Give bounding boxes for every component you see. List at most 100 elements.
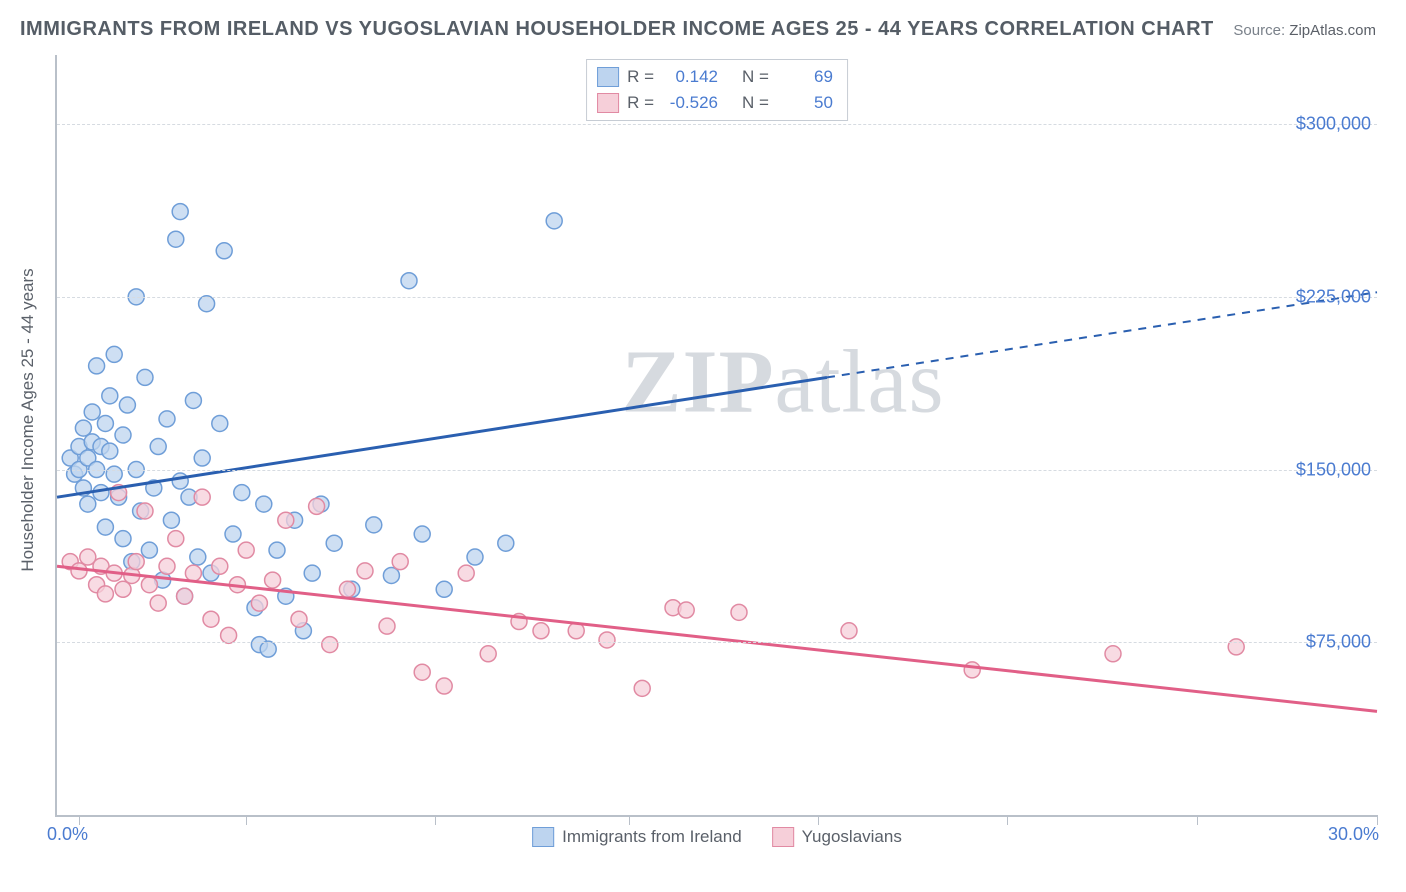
data-point (194, 450, 210, 466)
data-point (339, 581, 355, 597)
data-point (291, 611, 307, 627)
y-axis-tick-label: $300,000 (1296, 114, 1371, 135)
chart-title: IMMIGRANTS FROM IRELAND VS YUGOSLAVIAN H… (20, 18, 1214, 41)
data-point (102, 388, 118, 404)
y-axis-tick-label: $150,000 (1296, 459, 1371, 480)
data-point (115, 581, 131, 597)
data-point (467, 549, 483, 565)
data-point (150, 595, 166, 611)
data-point (379, 618, 395, 634)
data-point (97, 586, 113, 602)
data-point (841, 623, 857, 639)
data-point (168, 231, 184, 247)
data-point (731, 604, 747, 620)
plot-area: ZIPatlas R = 0.142 N = 69 R = -0.526 N =… (55, 55, 1377, 817)
data-point (172, 473, 188, 489)
chart-container: IMMIGRANTS FROM IRELAND VS YUGOSLAVIAN H… (0, 0, 1406, 892)
x-axis-tick (246, 815, 247, 825)
trend-line (57, 377, 827, 497)
data-point (234, 485, 250, 501)
x-axis-tick (435, 815, 436, 825)
data-point (75, 420, 91, 436)
y-axis-title: Householder Income Ages 25 - 44 years (18, 268, 38, 571)
data-point (498, 535, 514, 551)
data-point (141, 542, 157, 558)
y-axis-tick-label: $75,000 (1306, 632, 1371, 653)
data-point (168, 531, 184, 547)
gridline (57, 470, 1377, 471)
data-point (80, 496, 96, 512)
data-point (1228, 639, 1244, 655)
data-point (326, 535, 342, 551)
data-point (414, 664, 430, 680)
legend-swatch-2 (772, 827, 794, 847)
data-point (137, 369, 153, 385)
data-point (119, 397, 135, 413)
data-point (84, 404, 100, 420)
x-axis-label-right: 30.0% (1328, 824, 1379, 845)
data-point (216, 243, 232, 259)
data-point (304, 565, 320, 581)
data-point (185, 392, 201, 408)
gridline (57, 642, 1377, 643)
data-point (366, 517, 382, 533)
data-point (436, 678, 452, 694)
legend-item-1: Immigrants from Ireland (532, 827, 742, 847)
data-point (436, 581, 452, 597)
data-point (97, 415, 113, 431)
data-point (309, 498, 325, 514)
legend-swatch-1 (532, 827, 554, 847)
data-point (238, 542, 254, 558)
data-point (177, 588, 193, 604)
data-point (634, 680, 650, 696)
legend: Immigrants from Ireland Yugoslavians (532, 827, 902, 847)
data-point (128, 554, 144, 570)
x-axis-tick (1197, 815, 1198, 825)
gridline (57, 297, 1377, 298)
plot-svg (57, 55, 1377, 815)
data-point (251, 595, 267, 611)
data-point (89, 358, 105, 374)
data-point (102, 443, 118, 459)
gridline (57, 124, 1377, 125)
data-point (212, 415, 228, 431)
x-axis-tick (1377, 815, 1378, 825)
data-point (212, 558, 228, 574)
x-axis-tick (1007, 815, 1008, 825)
source-label: Source: (1233, 22, 1285, 39)
data-point (322, 637, 338, 653)
x-axis-tick (629, 815, 630, 825)
y-axis-tick-label: $225,000 (1296, 286, 1371, 307)
data-point (265, 572, 281, 588)
data-point (199, 296, 215, 312)
data-point (599, 632, 615, 648)
data-point (383, 567, 399, 583)
data-point (533, 623, 549, 639)
legend-label-2: Yugoslavians (802, 827, 902, 847)
x-axis-label-left: 0.0% (47, 824, 88, 845)
legend-label-1: Immigrants from Ireland (562, 827, 742, 847)
source-value: ZipAtlas.com (1289, 22, 1376, 39)
data-point (278, 512, 294, 528)
data-point (172, 204, 188, 220)
data-point (357, 563, 373, 579)
data-point (221, 627, 237, 643)
data-point (115, 427, 131, 443)
data-point (71, 563, 87, 579)
x-axis-tick (818, 815, 819, 825)
data-point (163, 512, 179, 528)
data-point (1105, 646, 1121, 662)
data-point (159, 411, 175, 427)
data-point (115, 531, 131, 547)
data-point (964, 662, 980, 678)
data-point (269, 542, 285, 558)
data-point (678, 602, 694, 618)
data-point (546, 213, 562, 229)
data-point (203, 611, 219, 627)
x-axis-tick (79, 815, 80, 825)
data-point (150, 439, 166, 455)
data-point (392, 554, 408, 570)
data-point (458, 565, 474, 581)
data-point (97, 519, 113, 535)
data-point (106, 346, 122, 362)
